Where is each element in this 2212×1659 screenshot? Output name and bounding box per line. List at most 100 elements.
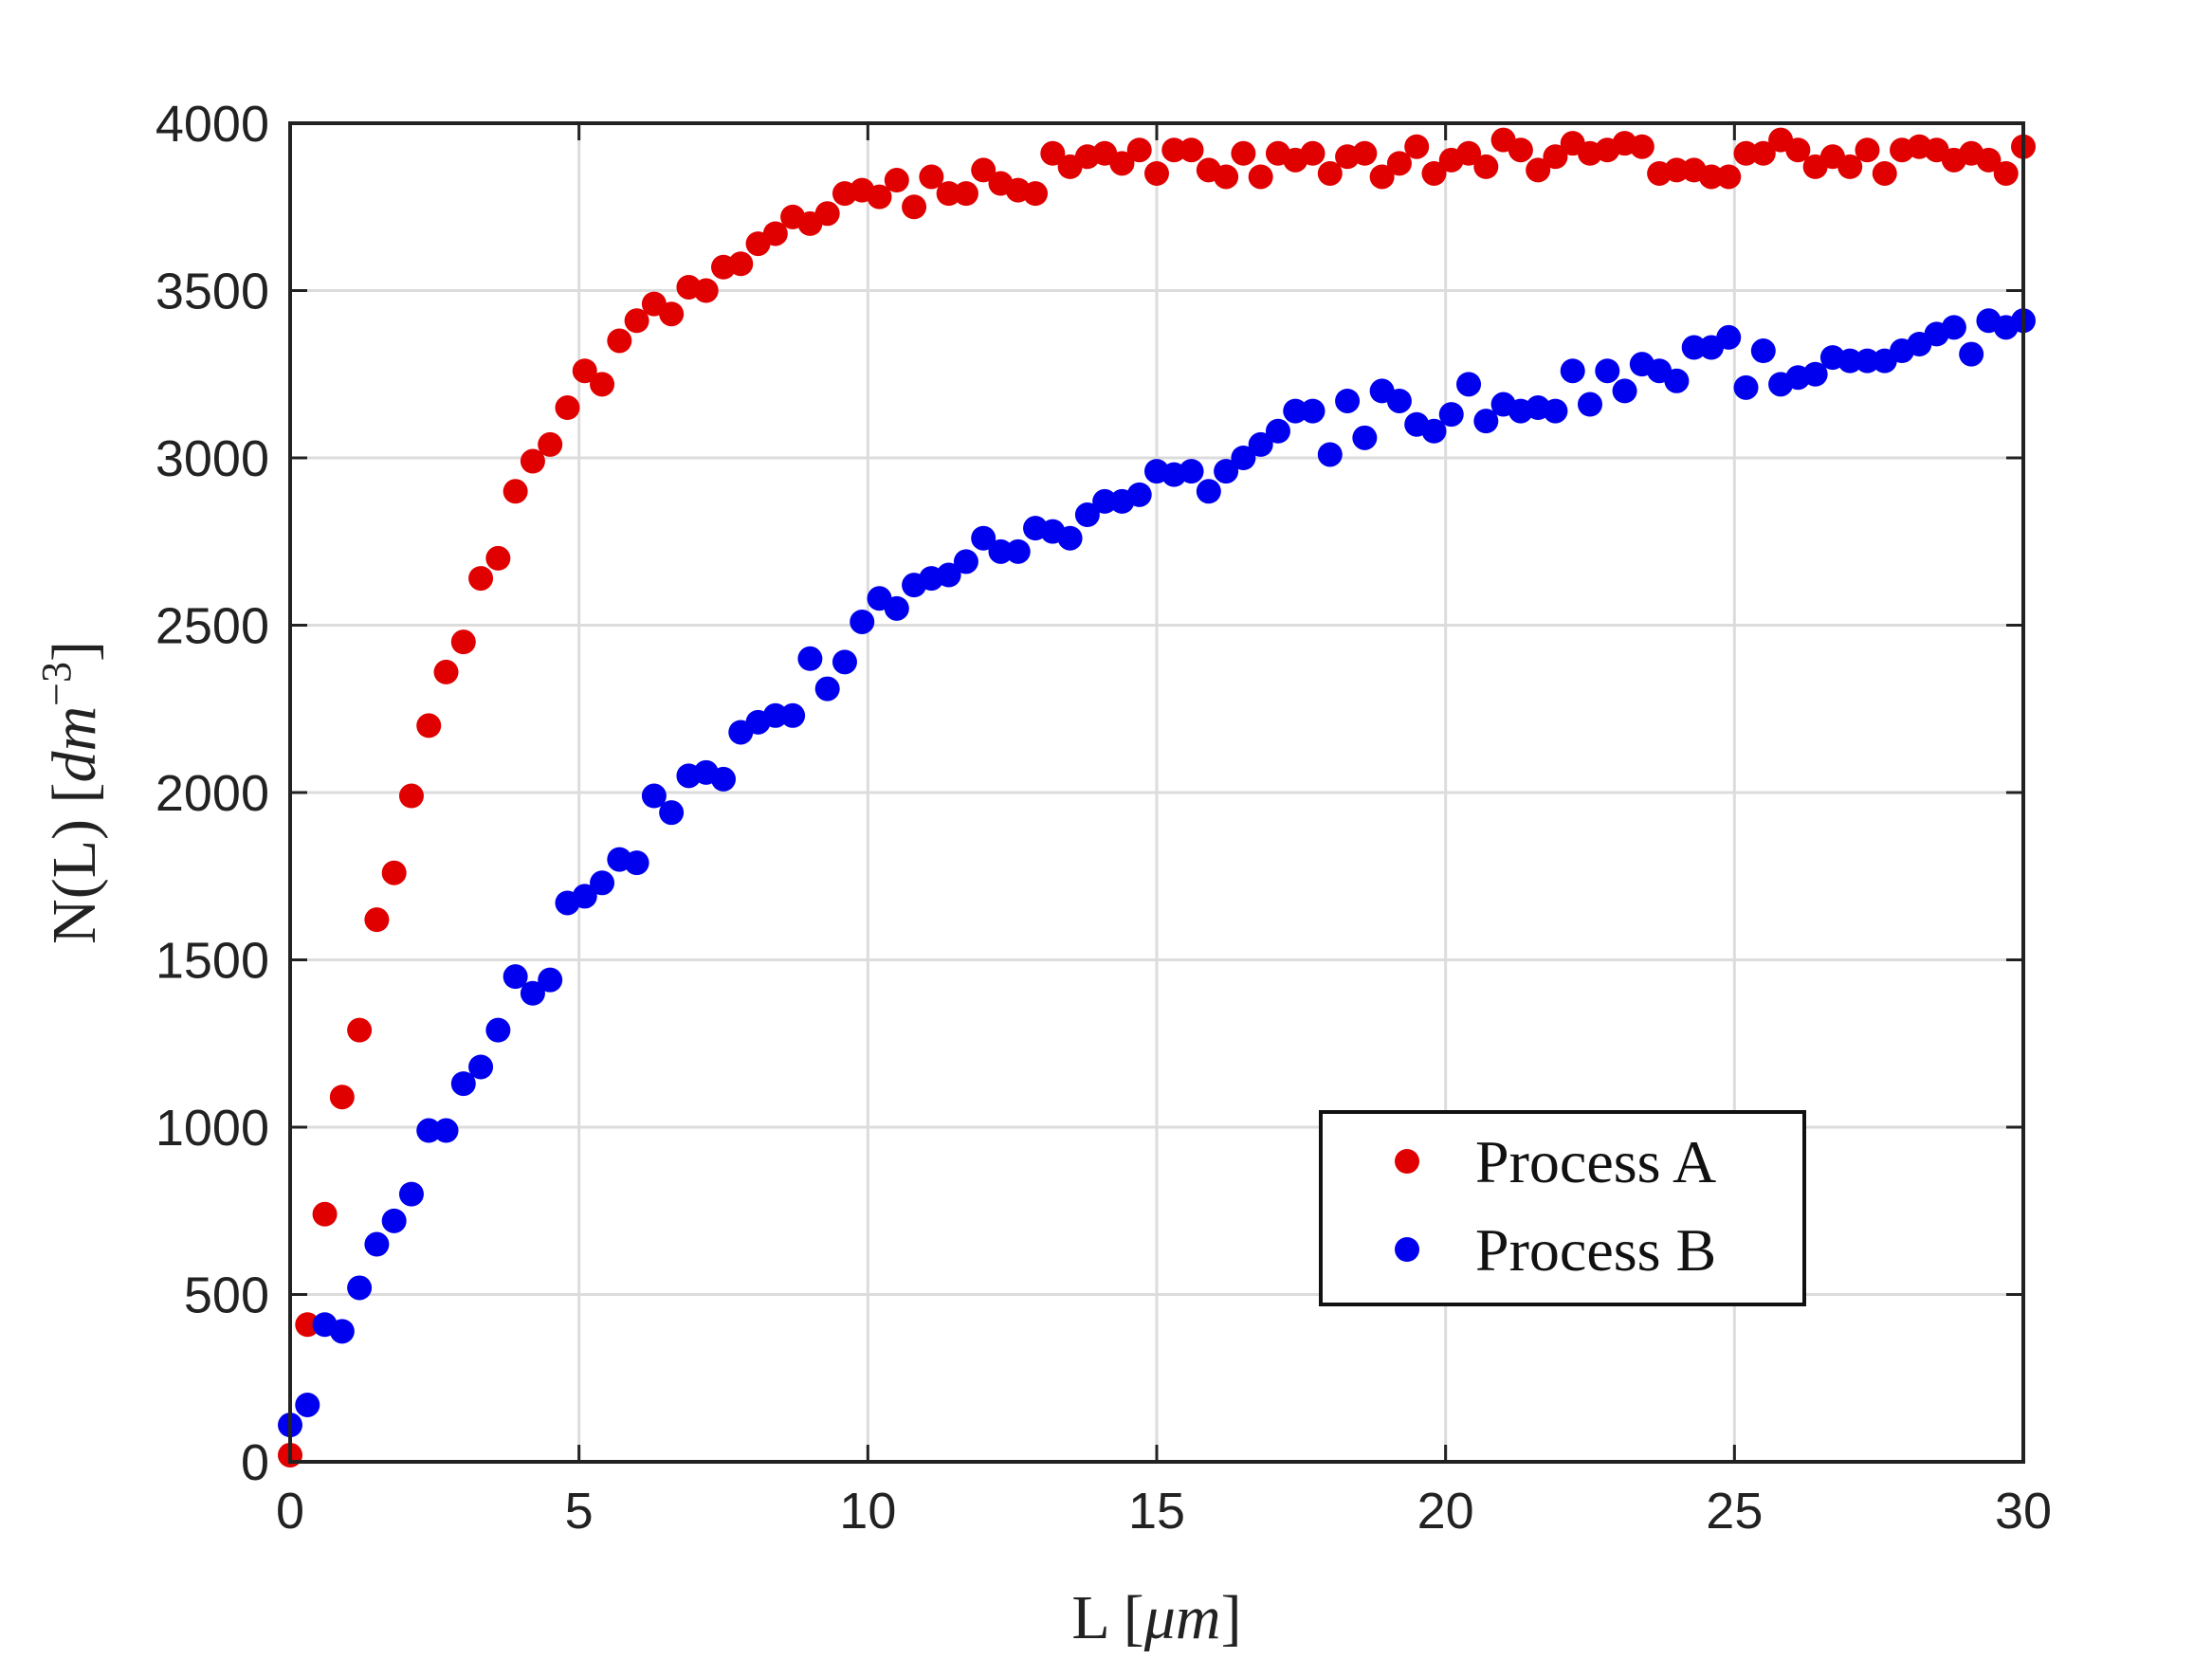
data-point xyxy=(520,980,545,1006)
data-point xyxy=(381,1208,407,1233)
x-tick-label: 30 xyxy=(1995,1483,2052,1540)
data-point xyxy=(433,1118,459,1143)
data-point xyxy=(1612,378,1637,404)
data-point xyxy=(1335,388,1361,413)
plot-frame xyxy=(288,121,2025,1464)
y-axis-label-close: ] xyxy=(40,641,109,662)
legend-marker-process-a xyxy=(1395,1149,1419,1174)
data-point xyxy=(1126,482,1152,507)
data-point xyxy=(1352,140,1378,166)
data-point xyxy=(1716,324,1742,350)
data-point xyxy=(1386,388,1412,413)
data-point xyxy=(468,1054,494,1080)
data-point xyxy=(1179,137,1204,163)
data-point xyxy=(416,1118,442,1143)
legend-label-process-b: Process B xyxy=(1475,1216,1716,1284)
data-point xyxy=(659,301,685,327)
data-point xyxy=(347,1017,373,1043)
data-point xyxy=(1438,402,1464,428)
data-point xyxy=(1716,164,1742,190)
data-point xyxy=(364,907,390,933)
data-point xyxy=(503,964,528,990)
data-point xyxy=(1578,392,1602,417)
data-point xyxy=(1526,157,1551,183)
data-point xyxy=(485,545,511,571)
y-tick-label: 3500 xyxy=(155,264,269,320)
data-point xyxy=(1629,134,1654,159)
x-tick-label: 0 xyxy=(276,1483,304,1540)
legend-label-process-a: Process A xyxy=(1475,1128,1716,1195)
data-point xyxy=(295,1312,320,1338)
data-point xyxy=(1543,398,1568,424)
data-point xyxy=(1681,335,1707,360)
data-point xyxy=(1144,160,1169,186)
data-point xyxy=(1733,140,1759,166)
data-point xyxy=(450,629,476,655)
data-point xyxy=(312,1201,338,1227)
y-axis-label: N(L) [dm−3] xyxy=(33,641,109,944)
data-point xyxy=(381,860,407,885)
data-point xyxy=(1473,154,1499,179)
data-point xyxy=(850,609,875,634)
data-point xyxy=(1560,358,1585,384)
data-point xyxy=(762,221,788,246)
data-point xyxy=(1057,525,1083,551)
data-point xyxy=(884,595,909,621)
data-point xyxy=(711,766,736,792)
data-point xyxy=(538,967,563,993)
data-point xyxy=(329,1085,355,1110)
x-tick-label: 20 xyxy=(1417,1483,1474,1540)
data-point xyxy=(1231,140,1256,166)
data-point xyxy=(1179,459,1204,484)
legend-marker-process-b xyxy=(1395,1237,1419,1262)
data-point xyxy=(919,164,944,190)
data-point xyxy=(1959,341,1984,367)
data-point xyxy=(988,538,1014,564)
data-point xyxy=(1750,338,1776,364)
data-point xyxy=(1231,446,1256,470)
data-point xyxy=(398,783,424,809)
data-point xyxy=(780,702,806,728)
data-point xyxy=(1109,151,1135,176)
data-point xyxy=(607,328,632,354)
x-axis-label-main: L [ xyxy=(1071,1583,1143,1652)
data-point xyxy=(641,783,667,809)
data-point xyxy=(936,562,961,588)
data-point xyxy=(624,850,649,876)
data-point xyxy=(971,525,996,551)
data-point xyxy=(1750,140,1776,166)
data-point xyxy=(728,251,754,277)
data-point xyxy=(1664,157,1690,183)
data-point xyxy=(971,157,996,183)
data-point xyxy=(1092,488,1118,514)
data-point xyxy=(1300,140,1325,166)
data-point xyxy=(1196,479,1221,504)
x-tick-label: 25 xyxy=(1706,1483,1763,1540)
data-point xyxy=(329,1319,355,1344)
data-point xyxy=(1214,459,1239,484)
legend: Process A Process B xyxy=(1319,1110,1806,1306)
y-tick-label: 2000 xyxy=(155,765,269,822)
data-point xyxy=(520,448,545,474)
data-point xyxy=(572,358,597,384)
data-point xyxy=(1074,502,1100,528)
x-axis-label-close: ] xyxy=(1221,1583,1242,1652)
x-axis-label-unit: μm xyxy=(1143,1583,1221,1652)
y-axis-label-main: N(L) [ xyxy=(40,783,109,944)
data-point xyxy=(936,181,961,207)
data-point xyxy=(814,201,840,227)
data-point xyxy=(1421,418,1447,444)
data-point xyxy=(538,431,563,457)
data-point xyxy=(485,1017,511,1043)
data-point xyxy=(1976,147,2002,173)
data-point xyxy=(1161,137,1187,163)
data-point xyxy=(1508,137,1533,163)
data-point xyxy=(572,884,597,909)
data-point xyxy=(953,181,978,207)
y-axis-label-unit: dm xyxy=(40,706,109,783)
data-point xyxy=(398,1181,424,1207)
legend-box xyxy=(1319,1110,1806,1306)
data-point xyxy=(1698,164,1724,190)
data-point xyxy=(1785,137,1811,163)
y-tick-label: 2500 xyxy=(155,598,269,655)
